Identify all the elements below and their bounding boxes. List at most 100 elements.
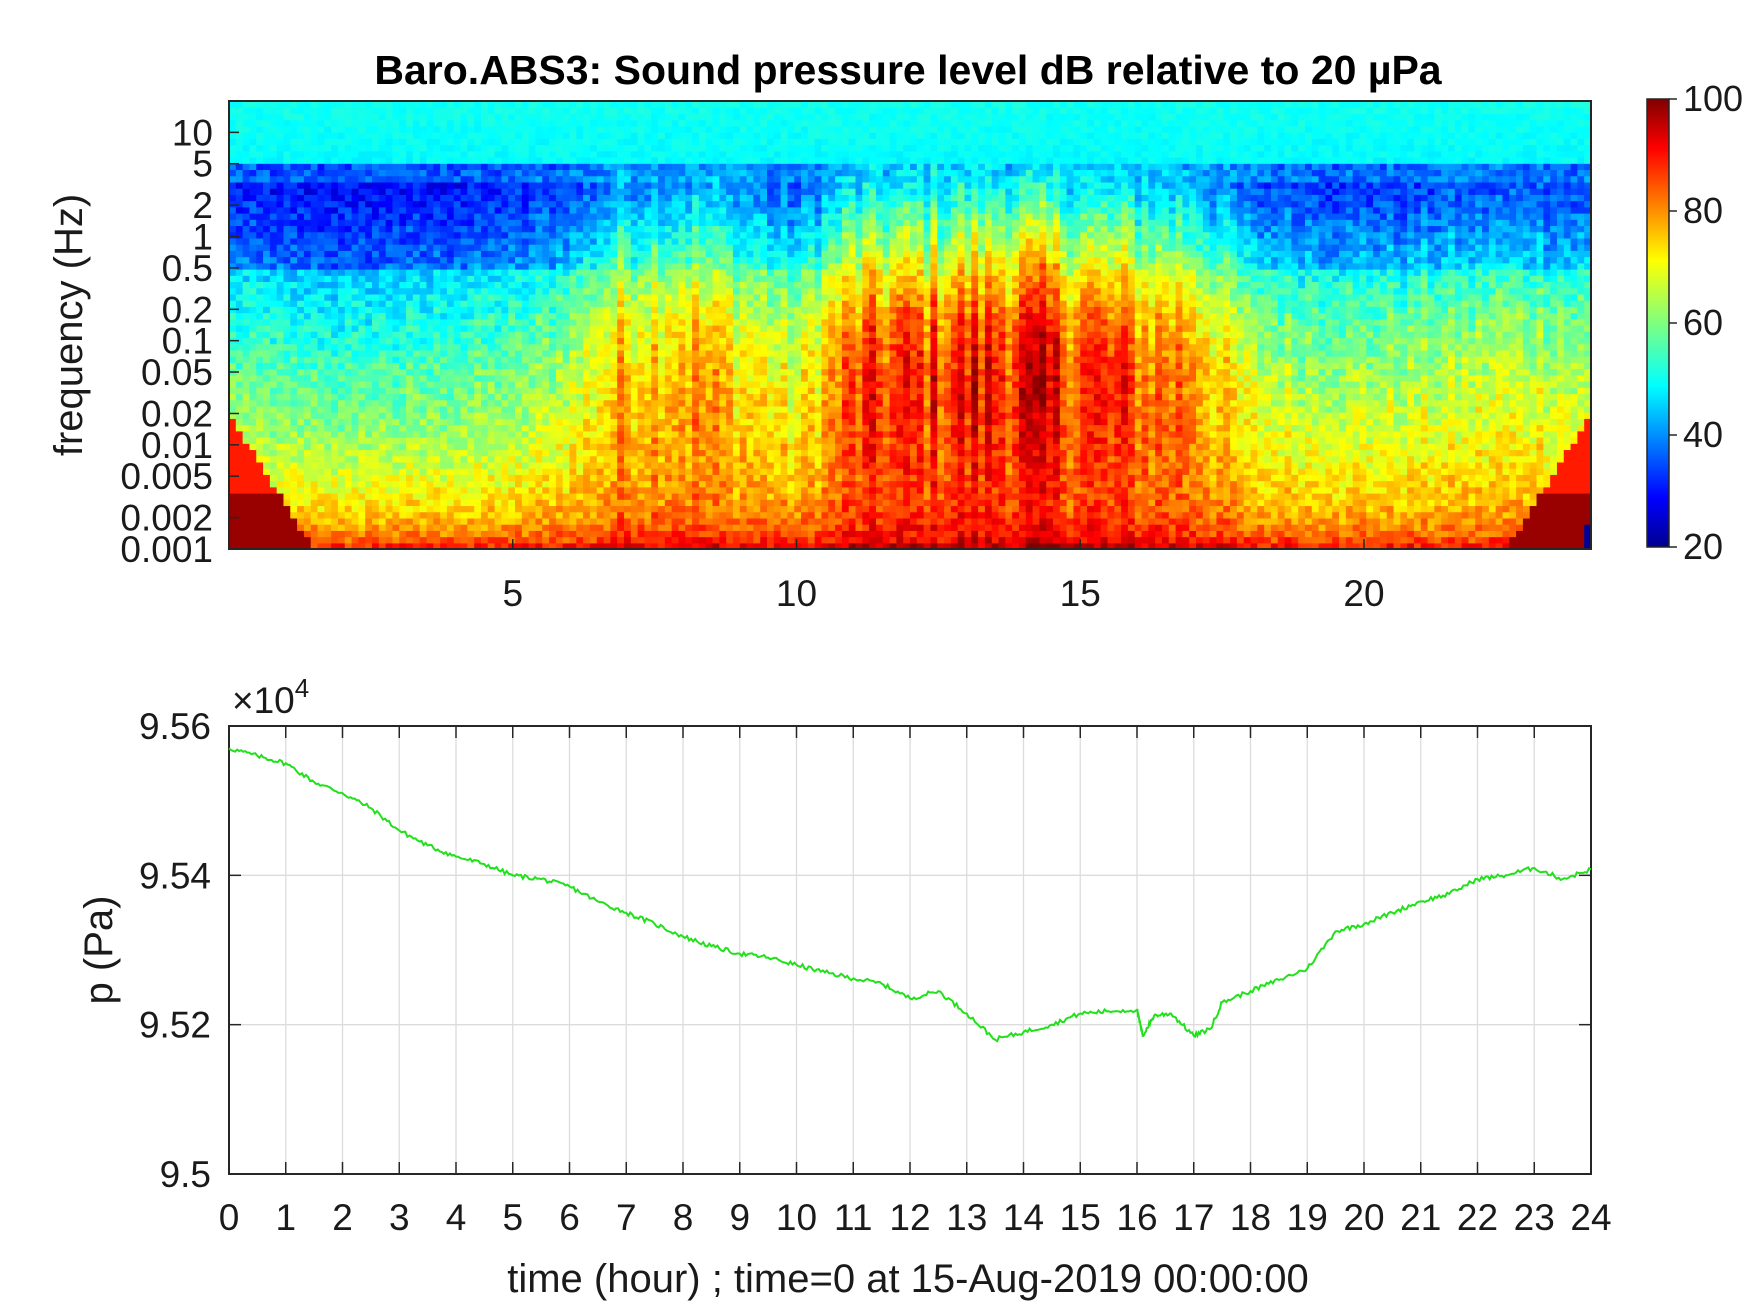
spectrogram-cell [508, 511, 516, 519]
spectrogram-cell [412, 443, 421, 451]
spectrogram-cell [773, 542, 782, 550]
spectrogram-cell [1441, 455, 1449, 463]
spectrogram-cell [984, 542, 993, 550]
spectrogram-cell [835, 412, 843, 419]
spectrogram-cell [1277, 530, 1286, 538]
spectrogram-cell [698, 437, 707, 444]
spectrogram-cell [583, 393, 591, 401]
spectrogram-cell [1189, 443, 1197, 451]
spectrogram-cell [1366, 430, 1374, 438]
spectrogram-cell [1012, 517, 1020, 525]
spectrogram-cell [991, 524, 1000, 531]
spectrogram-cell [1250, 468, 1258, 475]
spectrogram-cell [644, 418, 652, 426]
spectrogram-cell [460, 480, 468, 488]
spectrogram-cell [1216, 505, 1224, 513]
spectrogram-cell [406, 405, 414, 413]
spectrogram-cell [692, 418, 700, 426]
spectrogram-cell [1175, 511, 1183, 519]
spectrogram-cell [1379, 424, 1388, 432]
spectrogram-cell [1325, 474, 1333, 482]
spectrogram-cell [1080, 437, 1088, 444]
spectrogram-cell [589, 461, 598, 469]
spectrogram-cell [263, 505, 271, 513]
spectrogram-cell [310, 517, 319, 525]
spectrogram-cell [1379, 499, 1388, 507]
spectrogram-cell [1420, 437, 1429, 444]
spectrogram-cell [535, 418, 543, 426]
spectrogram-cell [426, 505, 434, 513]
spectrogram-cell [1100, 424, 1109, 432]
spectrogram-cell [1080, 468, 1088, 475]
spectrogram-cell [1366, 474, 1374, 482]
spectrogram-cell [862, 542, 870, 550]
spectrogram-cell [303, 530, 312, 538]
spectrogram-cell [1264, 393, 1272, 401]
spectrogram-cell [746, 511, 754, 519]
spectrogram-cell [678, 418, 686, 426]
spectrogram-cell [528, 437, 537, 444]
spectrogram-cell [1298, 418, 1306, 426]
spectrogram-cell [1291, 443, 1299, 451]
spectrogram-cell [399, 474, 407, 482]
spectrogram-cell [1114, 524, 1122, 531]
spectrogram-cell [576, 542, 584, 550]
spectrogram-cell [276, 468, 285, 475]
spectrogram-cell [971, 486, 979, 494]
spectrogram-cell [1536, 418, 1544, 426]
spectrogram-cell [365, 430, 373, 438]
spectrogram-cell [1488, 399, 1497, 407]
spectrogram-cell [1141, 536, 1149, 544]
spectrogram-cell [732, 505, 741, 513]
spectrogram-cell [1393, 412, 1401, 419]
spectrogram-cell [337, 524, 346, 531]
spectrogram-cell [950, 430, 959, 438]
spectrogram-cell [910, 480, 918, 488]
spectrogram-cell [726, 443, 734, 451]
spectrogram-cell [875, 405, 884, 413]
spectrogram-cell [1447, 530, 1456, 538]
spectrogram-cell [780, 493, 789, 500]
spectrogram-cell [576, 461, 584, 469]
spectrogram-cell [1536, 499, 1544, 507]
spectrogram-cell [1196, 405, 1204, 413]
spectrogram-cell [515, 486, 523, 494]
spectrogram-cell [678, 480, 686, 488]
spectrogram-cell [385, 480, 394, 488]
spectrogram-cell [1012, 480, 1020, 488]
spectrogram-cell [1223, 449, 1231, 457]
spectrogram-cell [910, 505, 918, 513]
spectrogram-cell [1032, 399, 1040, 407]
spectrogram-cell [1352, 542, 1361, 550]
spectrogram-cell [242, 449, 251, 457]
spectrogram-cell [535, 443, 543, 451]
spectrogram-cell [351, 517, 359, 525]
spectrogram-cell [610, 393, 618, 401]
spectrogram-cell [1032, 480, 1040, 488]
spectrogram-cell [1209, 511, 1218, 519]
spectrogram-cell [596, 424, 605, 432]
spectrogram-cell [501, 399, 509, 407]
spectrogram-cell [930, 468, 938, 475]
spectrogram-cell [1311, 517, 1320, 525]
spectrogram-cell [998, 480, 1006, 488]
spectrogram-cell [310, 499, 319, 507]
spectrogram-cell [1468, 412, 1476, 419]
spectrogram-cell [930, 474, 938, 482]
spectrogram-cell [1141, 437, 1149, 444]
spectrogram-cell [1522, 461, 1531, 469]
spectrogram-cell [303, 493, 312, 500]
spectrogram-cell [1257, 424, 1265, 432]
spectrogram-cell [290, 474, 298, 482]
spectrogram-cell [889, 437, 897, 444]
spectrogram-cell [1386, 486, 1395, 494]
spectrogram-cell [896, 430, 904, 438]
spectrogram-cell [1025, 399, 1034, 407]
spectrogram-cell [1318, 424, 1327, 432]
spectrogram-cell [760, 437, 768, 444]
spectrogram-cell [794, 412, 802, 419]
spectrogram-cell [1243, 443, 1252, 451]
spectrogram-cell [283, 461, 291, 469]
spectrogram-cell [235, 530, 244, 538]
spectrogram-cell [242, 393, 251, 401]
